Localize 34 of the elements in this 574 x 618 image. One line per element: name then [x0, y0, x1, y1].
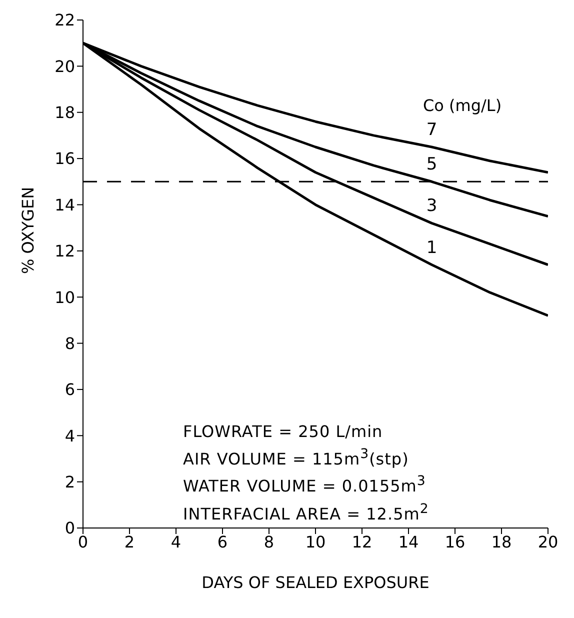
- y-axis-title: % OXYGEN: [18, 186, 38, 274]
- x-tick-label: 16: [444, 532, 466, 552]
- x-axis-title: DAYS OF SEALED EXPOSURE: [202, 573, 430, 592]
- y-tick-label: 20: [54, 56, 75, 76]
- series-label: 5: [426, 154, 438, 175]
- x-tick-label: 6: [217, 532, 228, 552]
- y-tick-label: 12: [54, 242, 75, 261]
- y-tick-label: 16: [54, 149, 75, 168]
- y-tick-label: 6: [64, 380, 75, 400]
- y-tick-label: 4: [64, 426, 75, 446]
- x-tick-label: 20: [538, 532, 558, 552]
- x-tick-label: 0: [78, 532, 88, 552]
- series-label: 1: [426, 238, 438, 258]
- annotation: INTERFACIAL AREA = 12.5m$^{2}$: [183, 500, 429, 525]
- x-tick-label: 8: [264, 532, 274, 552]
- series-label: 3: [426, 196, 438, 216]
- y-tick-label: 14: [54, 195, 75, 214]
- x-tick-label: 18: [491, 532, 512, 552]
- y-tick-label: 10: [54, 288, 75, 307]
- x-tick-label: 2: [124, 532, 135, 552]
- x-tick-label: 14: [398, 532, 419, 552]
- y-tick-label: 22: [54, 10, 75, 30]
- y-tick-label: 8: [64, 334, 75, 353]
- y-tick-label: 18: [54, 103, 75, 122]
- x-tick-label: 12: [352, 532, 372, 552]
- annotation: WATER VOLUME = 0.0155m$^{3}$: [183, 473, 427, 498]
- y-tick-label: 2: [64, 472, 75, 492]
- legend-title: Co (mg/L): [423, 96, 502, 115]
- annotation: AIR VOLUME = 115m$^{3}$(stp): [183, 446, 410, 470]
- series-label: 7: [426, 120, 438, 140]
- y-tick-label: 0: [64, 518, 75, 538]
- x-tick-label: 10: [305, 532, 326, 552]
- x-tick-label: 4: [170, 532, 182, 552]
- annotation: FLOWRATE = 250 L/min: [183, 421, 384, 443]
